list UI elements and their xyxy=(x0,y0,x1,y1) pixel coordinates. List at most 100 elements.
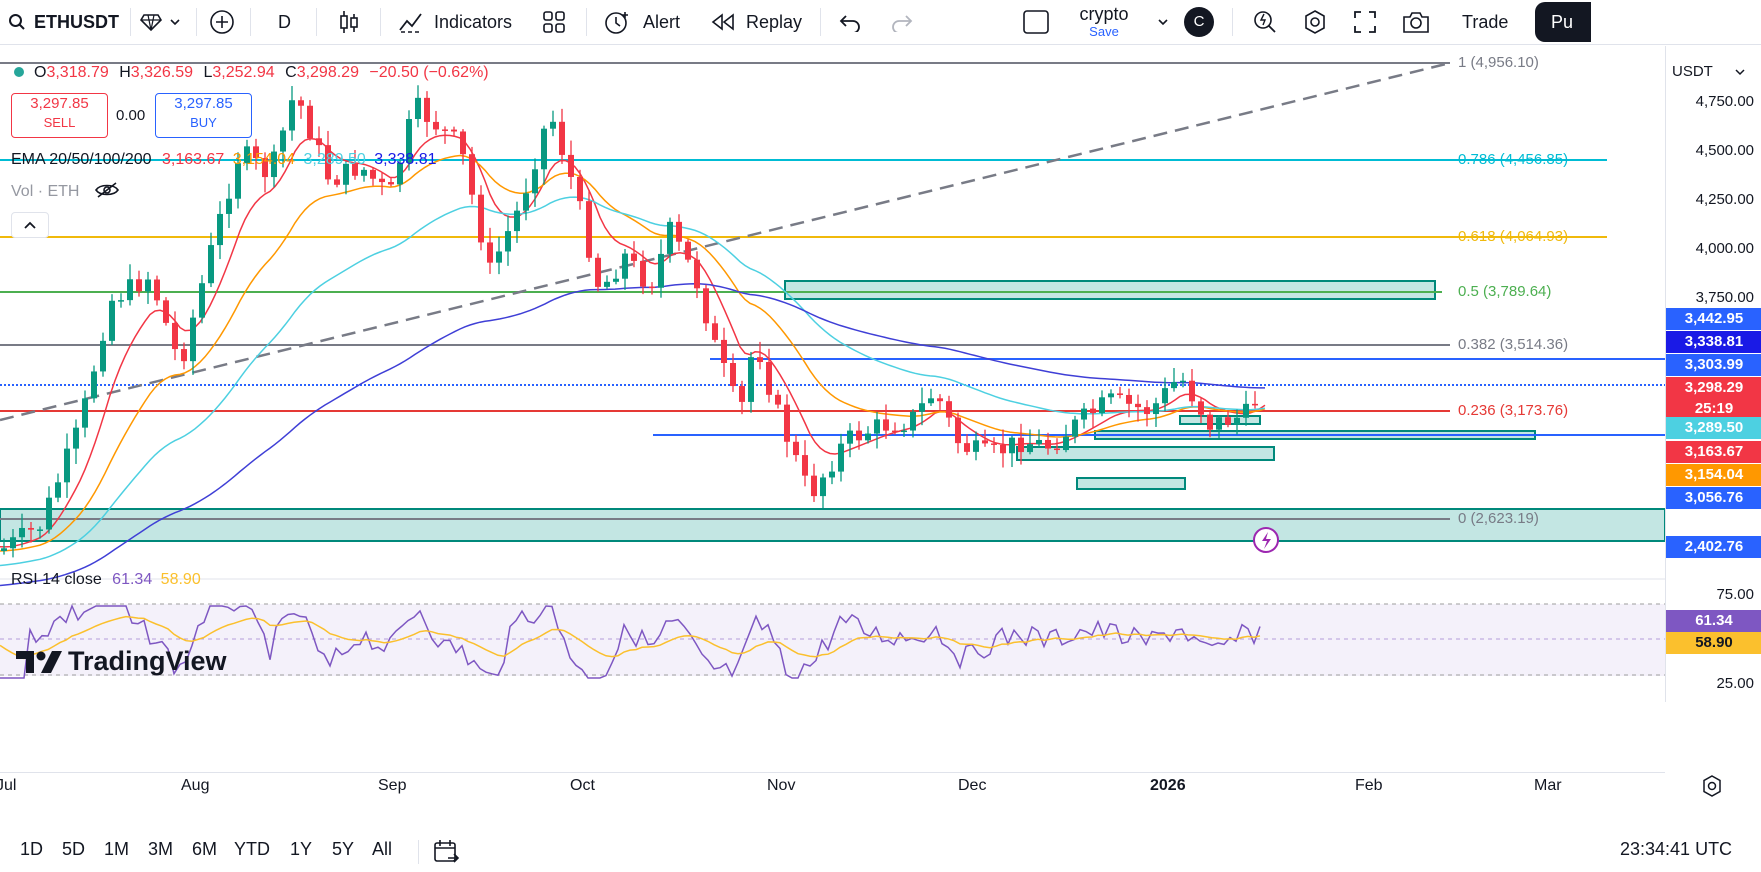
candle-body xyxy=(55,482,61,498)
range-1y[interactable]: 1Y xyxy=(290,839,313,859)
symbol-search[interactable]: ETHUSDT xyxy=(8,0,119,44)
chart-canvas[interactable] xyxy=(0,46,1665,702)
price-label: 3,056.76 xyxy=(1666,487,1761,509)
symbol-type-dropdown[interactable] xyxy=(140,0,182,44)
rsi-legend[interactable]: RSI 14 close 61.34 58.90 xyxy=(11,571,201,589)
candle-body xyxy=(829,471,835,478)
candle-body xyxy=(82,398,88,428)
chart-type-button[interactable] xyxy=(338,0,360,44)
candle-body xyxy=(1009,437,1015,454)
candle-body xyxy=(784,404,790,442)
candle-body xyxy=(1225,417,1231,425)
high-label: H xyxy=(119,64,131,81)
snapshot-button[interactable] xyxy=(1402,0,1430,44)
interval-button[interactable]: D xyxy=(278,0,291,44)
price-tick: 3,750.00 xyxy=(1695,289,1754,306)
currency-label: USDT xyxy=(1672,63,1713,80)
low-label: L xyxy=(203,64,213,81)
time-tick: Feb xyxy=(1355,777,1383,794)
fib-label-05: 0.5 (3,789.64) xyxy=(1458,283,1552,300)
trade-button[interactable]: Trade xyxy=(1462,0,1508,44)
redo-icon xyxy=(892,15,913,32)
axis-settings-button[interactable] xyxy=(1700,774,1724,803)
range-3m[interactable]: 3M xyxy=(148,839,174,859)
time-tick: Aug xyxy=(181,777,210,794)
candle-body xyxy=(631,253,637,261)
range-6m[interactable]: 6M xyxy=(192,839,218,859)
alert-button[interactable]: Alert xyxy=(603,0,680,44)
candle-body xyxy=(136,279,142,292)
volume-label: Vol · ETH xyxy=(11,183,80,200)
candle-body xyxy=(64,448,70,483)
candle-body xyxy=(613,278,619,282)
templates-button[interactable] xyxy=(542,0,566,44)
collapse-legend-button[interactable] xyxy=(11,212,49,238)
close-label: C xyxy=(285,64,297,81)
range-1d[interactable]: 1D xyxy=(20,839,44,859)
publish-button[interactable]: Pu xyxy=(1535,2,1591,42)
main-chart-pane[interactable]: O3,318.79 H3,326.59 L3,252.94 C3,298.29 … xyxy=(0,46,1665,702)
goto-date-button[interactable] xyxy=(432,838,460,871)
redo-button[interactable] xyxy=(890,0,914,44)
candle-body xyxy=(1216,417,1222,430)
fib-label-0236: 0.236 (3,173.76) xyxy=(1458,402,1569,419)
time-axis[interactable]: Jul Aug Sep Oct Nov Dec 2026 Feb Mar xyxy=(0,772,1665,803)
currency-select[interactable]: USDT xyxy=(1672,60,1746,84)
avatar[interactable]: C xyxy=(1184,7,1214,37)
zone-mid xyxy=(1016,446,1275,461)
candle-body xyxy=(289,100,295,131)
candle-body xyxy=(271,151,277,178)
layout-select-button[interactable] xyxy=(1022,0,1050,44)
settings-button[interactable] xyxy=(1302,0,1328,44)
buy-button[interactable]: 3,297.85 BUY xyxy=(155,93,252,138)
candle-body xyxy=(820,477,826,497)
candle-body xyxy=(190,317,196,362)
ema-legend[interactable]: EMA 20/50/100/200 3,163.67 3,154.04 3,28… xyxy=(11,151,437,169)
undo-button[interactable] xyxy=(838,0,862,44)
compare-symbol-button[interactable] xyxy=(209,0,235,44)
sell-button[interactable]: 3,297.85 SELL xyxy=(11,93,108,138)
layout-name-button[interactable]: crypto Save xyxy=(1062,3,1146,41)
eye-hidden-icon[interactable] xyxy=(94,182,120,198)
gear-icon xyxy=(1703,775,1721,797)
chevron-up-icon xyxy=(24,221,36,229)
quick-search-button[interactable] xyxy=(1252,0,1278,44)
range-1m[interactable]: 1M xyxy=(104,839,130,859)
indicators-button[interactable]: Indicators xyxy=(398,0,512,44)
time-tick: Nov xyxy=(767,777,796,794)
range-all[interactable]: All xyxy=(372,839,393,859)
open-value: 3,318.79 xyxy=(46,64,109,81)
price-label: 3,303.99 xyxy=(1666,354,1761,376)
candle-body xyxy=(172,322,178,350)
replay-button[interactable]: Replay xyxy=(710,0,802,44)
volume-legend[interactable]: Vol · ETH xyxy=(11,182,120,201)
range-5d[interactable]: 5D xyxy=(62,839,86,859)
candle-body xyxy=(604,281,610,287)
candle-body xyxy=(658,253,664,288)
layout-dropdown[interactable] xyxy=(1156,0,1170,44)
plus-circle-icon xyxy=(210,10,234,34)
lightning-search-icon xyxy=(1254,11,1276,33)
candle-body xyxy=(883,419,889,431)
candle-body xyxy=(703,288,709,324)
price-scale[interactable]: USDT 4,750.00 4,500.00 4,250.00 4,000.00… xyxy=(1665,46,1761,702)
range-5y[interactable]: 5Y xyxy=(332,839,355,859)
ema200-value: 3,338.81 xyxy=(374,151,437,168)
candle-body xyxy=(874,419,880,434)
candle-body xyxy=(469,154,475,195)
utc-clock[interactable]: 23:34:41 UTC xyxy=(1620,839,1733,859)
rsi-value-label: 61.34 xyxy=(1666,610,1761,632)
price-tick: 4,250.00 xyxy=(1695,191,1754,208)
candles-icon xyxy=(340,11,358,33)
candle-body xyxy=(262,158,268,178)
tradingview-logo[interactable]: TradingView xyxy=(16,646,227,677)
calendar-icon xyxy=(434,840,460,863)
candle-body xyxy=(982,440,988,444)
range-ytd[interactable]: YTD xyxy=(234,839,270,859)
tradingview-wordmark: TradingView xyxy=(68,646,227,676)
candle-body xyxy=(721,339,727,363)
supply-zone-top xyxy=(784,280,1436,300)
fullscreen-button[interactable] xyxy=(1352,0,1378,44)
candle-body xyxy=(1144,407,1150,415)
candle-body xyxy=(298,100,304,106)
